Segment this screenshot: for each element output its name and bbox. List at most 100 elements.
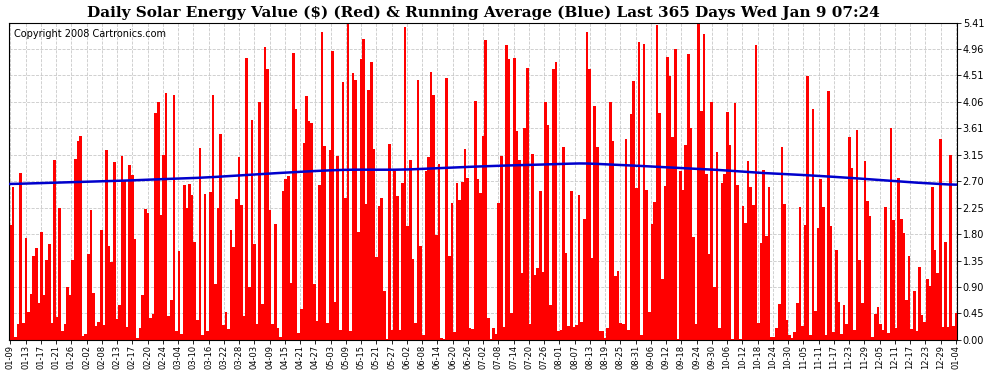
Bar	[858, 260, 861, 340]
Bar	[279, 337, 282, 340]
Bar	[911, 329, 913, 340]
Bar	[441, 338, 443, 340]
Bar	[448, 256, 450, 340]
Bar	[300, 309, 303, 340]
Bar	[497, 203, 500, 340]
Bar	[38, 303, 41, 340]
Bar	[201, 335, 204, 340]
Bar	[809, 335, 812, 340]
Bar	[874, 314, 876, 340]
Bar	[562, 147, 565, 340]
Bar	[48, 244, 50, 340]
Bar	[487, 318, 490, 340]
Bar	[628, 330, 630, 340]
Bar	[292, 53, 295, 340]
Bar	[812, 109, 814, 340]
Bar	[46, 260, 48, 340]
Bar	[783, 204, 786, 340]
Bar	[33, 256, 35, 340]
Bar	[393, 171, 396, 340]
Bar	[641, 335, 643, 340]
Bar	[855, 130, 858, 340]
Bar	[551, 69, 554, 340]
Bar	[900, 219, 903, 340]
Bar	[713, 286, 716, 340]
Bar	[557, 331, 559, 340]
Bar	[734, 102, 737, 340]
Bar	[345, 198, 346, 340]
Bar	[801, 326, 804, 340]
Bar	[697, 22, 700, 340]
Bar	[929, 286, 932, 340]
Bar	[53, 160, 55, 340]
Bar	[149, 318, 151, 340]
Bar	[463, 150, 466, 340]
Bar	[276, 328, 279, 340]
Bar	[199, 148, 201, 340]
Text: Copyright 2008 Cartronics.com: Copyright 2008 Cartronics.com	[14, 29, 165, 39]
Bar	[157, 102, 159, 340]
Bar	[253, 244, 255, 340]
Bar	[609, 102, 612, 340]
Bar	[887, 333, 890, 340]
Bar	[916, 331, 918, 340]
Bar	[565, 253, 567, 340]
Bar	[716, 152, 718, 340]
Bar	[729, 145, 732, 340]
Bar	[222, 325, 225, 340]
Bar	[700, 111, 703, 340]
Bar	[261, 304, 263, 340]
Bar	[871, 337, 874, 340]
Bar	[949, 155, 952, 340]
Bar	[151, 314, 154, 340]
Bar	[82, 336, 84, 340]
Bar	[921, 315, 924, 340]
Bar	[799, 207, 801, 340]
Bar	[884, 207, 887, 340]
Bar	[471, 329, 474, 340]
Bar	[841, 334, 842, 340]
Bar	[425, 171, 428, 340]
Bar	[666, 57, 669, 340]
Bar	[258, 102, 261, 340]
Bar	[27, 312, 30, 340]
Bar	[84, 334, 87, 340]
Bar	[890, 128, 892, 340]
Bar	[529, 324, 531, 340]
Bar	[599, 331, 601, 340]
Bar	[780, 147, 783, 340]
Bar	[238, 157, 241, 340]
Bar	[295, 109, 297, 340]
Bar	[822, 207, 825, 340]
Bar	[845, 324, 848, 340]
Bar	[742, 206, 744, 340]
Bar	[391, 330, 393, 340]
Bar	[204, 194, 207, 340]
Bar	[331, 51, 334, 340]
Bar	[744, 223, 746, 340]
Bar	[453, 332, 455, 340]
Bar	[145, 209, 147, 340]
Bar	[937, 273, 939, 340]
Bar	[287, 176, 289, 340]
Bar	[737, 185, 739, 340]
Bar	[266, 69, 268, 340]
Bar	[310, 123, 313, 340]
Bar	[633, 81, 635, 340]
Bar	[35, 248, 38, 340]
Bar	[954, 314, 957, 340]
Bar	[383, 291, 386, 340]
Bar	[412, 259, 414, 340]
Bar	[126, 327, 129, 340]
Bar	[108, 246, 110, 340]
Bar	[55, 317, 58, 340]
Bar	[167, 316, 170, 340]
Bar	[339, 330, 342, 340]
Bar	[879, 324, 882, 340]
Bar	[422, 335, 425, 340]
Bar	[926, 279, 929, 340]
Bar	[230, 230, 233, 340]
Bar	[329, 150, 331, 340]
Bar	[526, 68, 529, 340]
Bar	[274, 224, 276, 340]
